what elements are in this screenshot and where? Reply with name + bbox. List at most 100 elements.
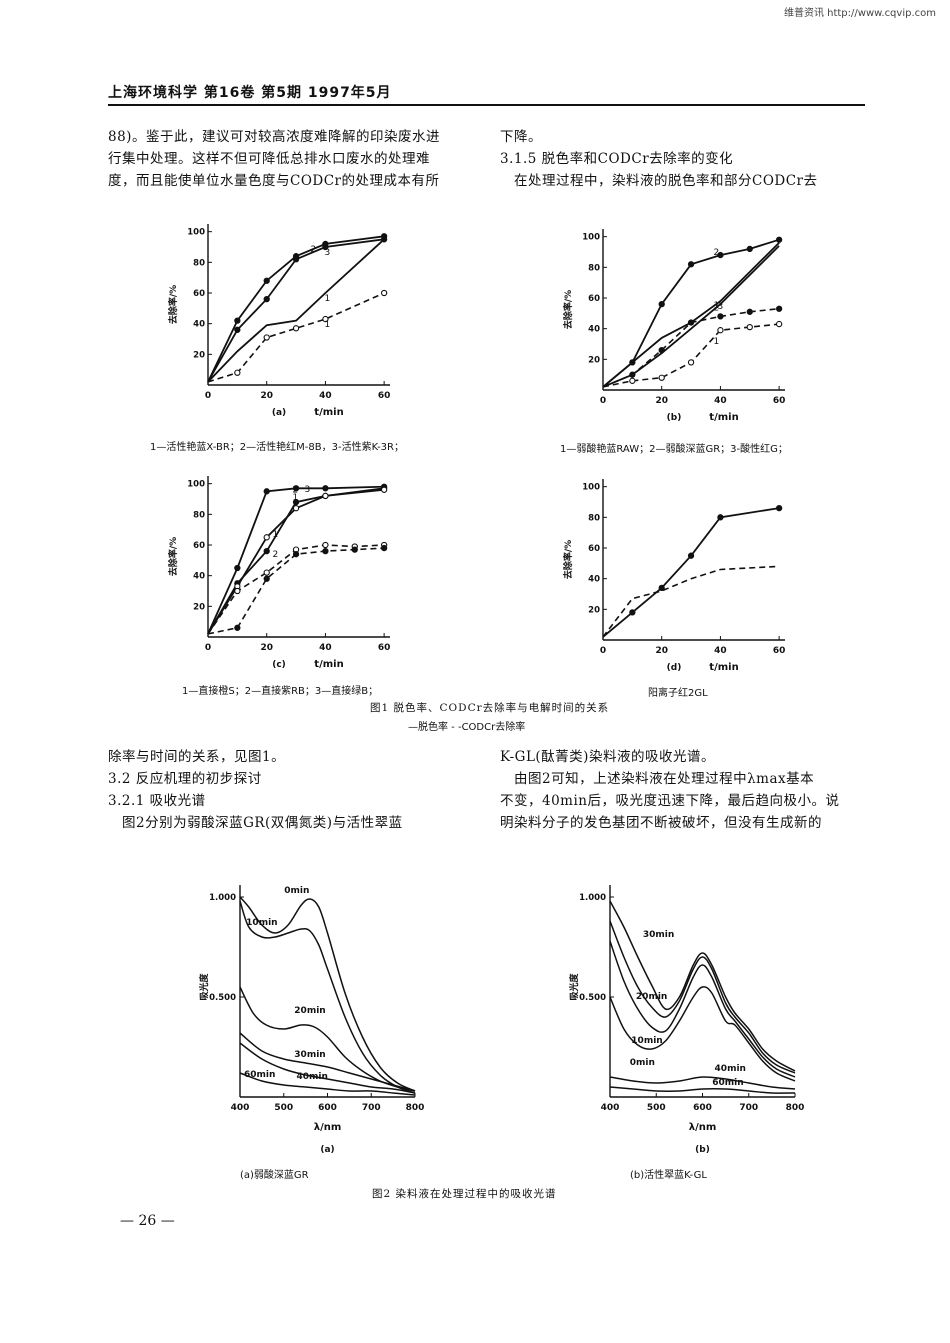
- data-point: [746, 245, 753, 253]
- data-point: [292, 551, 300, 558]
- data-point: [234, 369, 241, 376]
- curve-label: 40min: [296, 1072, 327, 1082]
- panel-label: (d): [667, 663, 682, 673]
- curve-label: 2: [273, 550, 279, 560]
- curve-label: 40min: [715, 1064, 746, 1074]
- data-point: [746, 323, 753, 331]
- curve-label: 10min: [246, 918, 277, 928]
- data-point: [292, 498, 300, 506]
- y-tick-label: 80: [193, 258, 205, 268]
- x-tick-label: 40: [714, 646, 727, 656]
- y-tick-label: 80: [193, 510, 205, 520]
- fig2-caption: 图2 染料液在处理过程中的吸收光谱: [372, 1188, 557, 1200]
- data-point: [234, 317, 241, 324]
- x-tick-label: 60: [378, 391, 391, 401]
- data-point: [234, 624, 241, 631]
- y-tick-label: 80: [588, 513, 600, 523]
- x-axis-label: t/min: [709, 662, 738, 673]
- spectrum-curve: [239, 1042, 416, 1094]
- data-point: [292, 325, 300, 332]
- left-column-mid: 除率与时间的关系，见图1。 3.2 反应机理的初步探讨 3.2.1 吸收光谱 图…: [108, 746, 403, 834]
- curve-label: 30min: [643, 930, 674, 940]
- series-line: [602, 507, 780, 638]
- data-point: [717, 327, 724, 334]
- text-line: 除率与时间的关系，见图1。: [108, 749, 286, 765]
- curve-label: 20min: [636, 992, 667, 1002]
- series-line: [602, 242, 780, 388]
- y-tick-label: 100: [187, 480, 205, 490]
- data-point: [658, 346, 665, 354]
- spectrum-curve: [609, 986, 796, 1082]
- x-tick-label: 600: [693, 1103, 712, 1113]
- fig1-panel-a: 0 20 40 60 20 40 60 80 100 去除率/% (a) t/min 2 3 1 1: [167, 224, 391, 418]
- data-point: [263, 575, 270, 582]
- y-axis-label: 去除率/%: [167, 537, 179, 576]
- x-tick-label: 500: [647, 1103, 666, 1113]
- data-point: [687, 261, 695, 268]
- data-point: [380, 544, 388, 552]
- data-point: [746, 308, 753, 315]
- data-point: [234, 587, 241, 595]
- spectrum-curve: [609, 1076, 796, 1090]
- x-tick-label: 20: [655, 396, 668, 406]
- data-point: [629, 371, 636, 378]
- x-tick-label: 60: [773, 646, 786, 656]
- x-tick-label: 20: [655, 646, 668, 656]
- page-number: — 26 —: [120, 1213, 175, 1229]
- data-point: [629, 609, 636, 616]
- x-tick-label: 700: [362, 1103, 381, 1113]
- curve-label: 1: [714, 301, 720, 311]
- curve-label: 1: [325, 320, 331, 330]
- text-line: 图2分别为弱酸深蓝GR(双偶氮类)与活性翠蓝: [108, 815, 403, 831]
- spectrum-curve: [239, 900, 416, 1094]
- data-point: [263, 569, 270, 576]
- x-tick-label: 0: [205, 391, 211, 401]
- data-point: [322, 315, 329, 323]
- text-line: 3.1.5 脱色率和CODCr去除率的变化: [500, 151, 734, 167]
- x-tick-label: 40: [319, 643, 332, 653]
- text-line: 3.2.1 吸收光谱: [108, 793, 206, 809]
- y-axis-label: 吸光度: [198, 973, 210, 1001]
- x-tick-label: 20: [260, 643, 273, 653]
- fig1d-sub-caption: 阳离子红2GL: [648, 688, 708, 699]
- y-tick-label: 100: [187, 228, 205, 238]
- fig2a-sub-caption: (a)弱酸深蓝GR: [240, 1170, 309, 1181]
- y-axis-label: 去除率/%: [562, 540, 574, 579]
- fig1-legend: —脱色率 - -CODCr去除率: [408, 722, 526, 733]
- curve-label: 1: [325, 294, 331, 304]
- data-point: [263, 295, 270, 303]
- x-tick-label: 60: [378, 643, 391, 653]
- curve-label: 60min: [244, 1070, 275, 1080]
- series-line: [207, 238, 385, 383]
- panel-label: (a): [320, 1145, 334, 1155]
- fig1-panel-d: 0 20 40 60 20 40 60 80 100 去除率/% (d) t/min: [562, 479, 786, 673]
- curve-label: 10min: [631, 1036, 662, 1046]
- data-point: [775, 504, 783, 512]
- data-point: [322, 485, 329, 492]
- panel-label: (b): [667, 413, 682, 423]
- header-rule: [108, 104, 865, 106]
- y-tick-label: 100: [582, 483, 600, 493]
- x-tick-label: 0: [600, 646, 606, 656]
- curve-label: 2: [293, 485, 299, 495]
- data-point: [380, 289, 388, 297]
- right-column-top: 下降。 3.1.5 脱色率和CODCr去除率的变化 在处理过程中，染料液的脱色率…: [500, 126, 818, 192]
- y-tick-label: 60: [193, 289, 205, 299]
- text-line: 行集中处理。这样不但可降低总排水口废水的处理难: [108, 151, 430, 167]
- x-tick-label: 0: [600, 396, 606, 406]
- data-point: [322, 243, 329, 251]
- fig2-panel-b: 400 500 600 700 800 0.500 1.000 吸光度 λ/nm (b) 30min…: [568, 885, 804, 1155]
- series-line: [207, 238, 385, 383]
- y-tick-label: 60: [588, 294, 600, 304]
- series-line: [602, 245, 780, 388]
- data-point: [380, 486, 388, 493]
- text-line: 不变，40min后，吸光度迅速下降，最后趋向极小。说: [500, 793, 840, 809]
- curve-label: 0min: [630, 1058, 655, 1068]
- text-line: K-GL(酞菁类)染料液的吸收光谱。: [500, 749, 715, 765]
- y-tick-label: 100: [582, 233, 600, 243]
- text-line: 度，而且能使单位水量色度与CODCr的处理成本有所: [108, 173, 440, 189]
- x-axis-label: t/min: [314, 407, 343, 418]
- y-axis-label: 吸光度: [568, 973, 580, 1001]
- data-point: [775, 305, 783, 312]
